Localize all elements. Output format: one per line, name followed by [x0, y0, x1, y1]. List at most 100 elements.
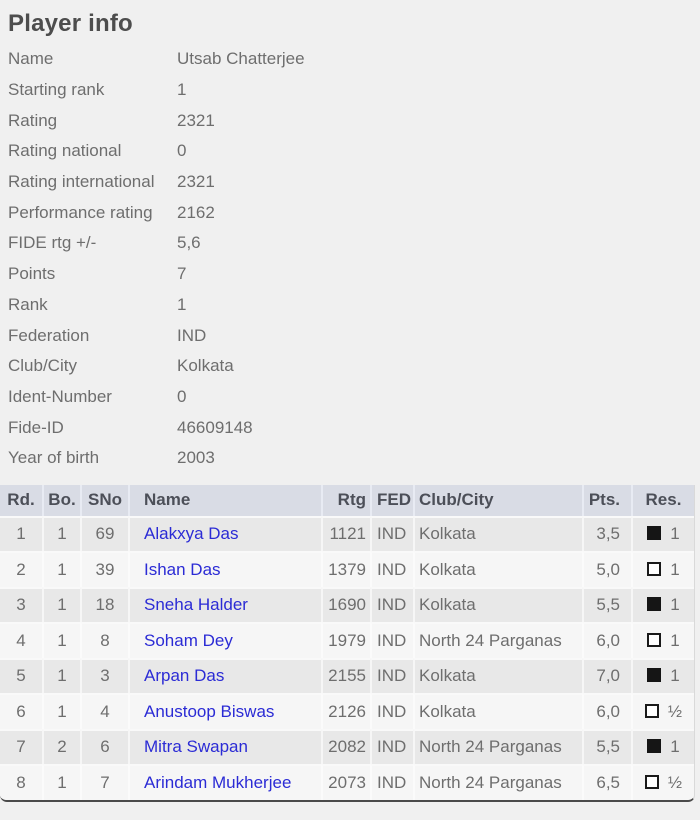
info-row-fide-rtg: FIDE rtg +/- 5,6	[0, 228, 700, 259]
opponent-name-link[interactable]: Anustoop Biswas	[144, 701, 275, 721]
info-row-rating-international: Rating international 2321	[0, 167, 700, 198]
table-row: 6 1 4 Anustoop Biswas 2126 IND Kolkata 6,0 ½	[0, 693, 694, 729]
rating-cell: 1690	[321, 586, 370, 623]
federation-cell: IND	[370, 515, 413, 552]
info-row-rank: Rank 1	[0, 290, 700, 321]
col-header-points: Pts.	[582, 484, 631, 516]
info-value: 0	[177, 386, 187, 406]
info-label: Points	[8, 264, 56, 284]
round-cell: 8	[0, 764, 42, 800]
rating-cell: 1979	[321, 622, 370, 658]
board-cell: 1	[42, 693, 80, 729]
info-label: Year of birth	[8, 448, 100, 468]
opponent-name-link[interactable]: Sneha Halder	[144, 595, 248, 615]
piece-color-square-icon	[647, 597, 662, 612]
result-value: 1	[670, 559, 680, 579]
board-cell: 1	[42, 764, 80, 800]
table-row: 8 1 7 Arindam Mukherjee 2073 IND North 24 Parg…	[0, 764, 694, 800]
results-table-container: Rd. Bo. SNo Name Rtg FED Club/City Pts. …	[0, 484, 695, 802]
info-value: 2321	[177, 172, 215, 192]
federation-cell: IND	[370, 551, 413, 587]
club-city-cell: Kolkata	[413, 515, 582, 552]
board-cell: 1	[42, 657, 80, 694]
sno-cell: 6	[80, 728, 128, 765]
result-value: 1	[670, 524, 680, 544]
points-cell: 5,5	[582, 586, 631, 623]
opponent-cell: Arpan Das	[128, 657, 321, 694]
info-value: 1	[177, 294, 187, 314]
federation-cell: IND	[370, 728, 413, 765]
opponent-name-link[interactable]: Arindam Mukherjee	[144, 772, 292, 792]
opponent-name-link[interactable]: Soham Dey	[144, 630, 233, 650]
points-cell: 5,5	[582, 728, 631, 765]
info-label: FIDE rtg +/-	[8, 233, 97, 253]
club-city-cell: Kolkata	[413, 586, 582, 623]
rating-cell: 2073	[321, 764, 370, 800]
opponent-name-link[interactable]: Mitra Swapan	[144, 737, 248, 757]
points-cell: 7,0	[582, 657, 631, 694]
info-value: IND	[177, 325, 207, 345]
info-label: Name	[8, 49, 54, 69]
info-value: 5,6	[177, 233, 201, 253]
table-row: 5 1 3 Arpan Das 2155 IND Kolkata 7,0 1	[0, 657, 694, 694]
result-cell: 1	[631, 622, 694, 658]
info-value: 2321	[177, 110, 215, 130]
col-header-board: Bo.	[42, 484, 80, 516]
info-label: Rating international	[8, 172, 155, 192]
piece-color-square-icon	[647, 561, 662, 576]
round-cell: 4	[0, 622, 42, 658]
opponent-cell: Arindam Mukherjee	[128, 764, 321, 800]
info-value: Kolkata	[177, 356, 234, 376]
rating-cell: 1379	[321, 551, 370, 587]
sno-cell: 8	[80, 622, 128, 658]
result-value: ½	[667, 772, 683, 792]
sno-cell: 69	[80, 515, 128, 552]
info-value: 2003	[177, 448, 215, 468]
result-cell: 1	[631, 586, 694, 623]
info-label: Rank	[8, 294, 48, 314]
result-cell: ½	[631, 693, 694, 729]
opponent-cell: Alakxya Das	[128, 515, 321, 552]
info-value: 7	[177, 264, 187, 284]
col-header-rating: Rtg	[321, 484, 370, 516]
info-row-points: Points 7	[0, 259, 700, 290]
info-label: Starting rank	[8, 80, 105, 100]
piece-color-square-icon	[644, 703, 659, 718]
points-cell: 6,5	[582, 764, 631, 800]
opponent-name-link[interactable]: Ishan Das	[144, 559, 221, 579]
info-row-year-of-birth: Year of birth 2003	[0, 443, 700, 474]
result-value: 1	[670, 630, 680, 650]
opponent-name-link[interactable]: Arpan Das	[144, 666, 225, 686]
opponent-name-link[interactable]: Alakxya Das	[144, 524, 239, 544]
info-label: Performance rating	[8, 202, 153, 222]
col-header-federation: FED	[370, 484, 413, 516]
info-label: Fide-ID	[8, 417, 64, 437]
result-cell: 1	[631, 551, 694, 587]
piece-color-square-icon	[647, 632, 662, 647]
club-city-cell: Kolkata	[413, 657, 582, 694]
sno-cell: 4	[80, 693, 128, 729]
opponent-cell: Sneha Halder	[128, 586, 321, 623]
table-row: 1 1 69 Alakxya Das 1121 IND Kolkata 3,5 1	[0, 515, 694, 552]
federation-cell: IND	[370, 657, 413, 694]
points-cell: 5,0	[582, 551, 631, 587]
result-value: ½	[667, 701, 683, 721]
col-header-sno: SNo	[80, 484, 128, 516]
club-city-cell: Kolkata	[413, 693, 582, 729]
info-value: 2162	[177, 202, 215, 222]
info-label: Rating national	[8, 141, 122, 161]
info-row-fide-id: Fide-ID 46609148	[0, 412, 700, 443]
col-header-club-city: Club/City	[413, 484, 582, 516]
player-info-list: Name Utsab Chatterjee Starting rank 1 Ra…	[0, 44, 700, 474]
opponent-cell: Soham Dey	[128, 622, 321, 658]
points-cell: 3,5	[582, 515, 631, 552]
round-cell: 2	[0, 551, 42, 587]
board-cell: 1	[42, 515, 80, 552]
col-header-result: Res.	[631, 484, 694, 516]
col-header-round: Rd.	[0, 484, 42, 516]
board-cell: 1	[42, 622, 80, 658]
table-row: 2 1 39 Ishan Das 1379 IND Kolkata 5,0 1	[0, 551, 694, 587]
federation-cell: IND	[370, 622, 413, 658]
rating-cell: 1121	[321, 515, 370, 552]
rating-cell: 2155	[321, 657, 370, 694]
